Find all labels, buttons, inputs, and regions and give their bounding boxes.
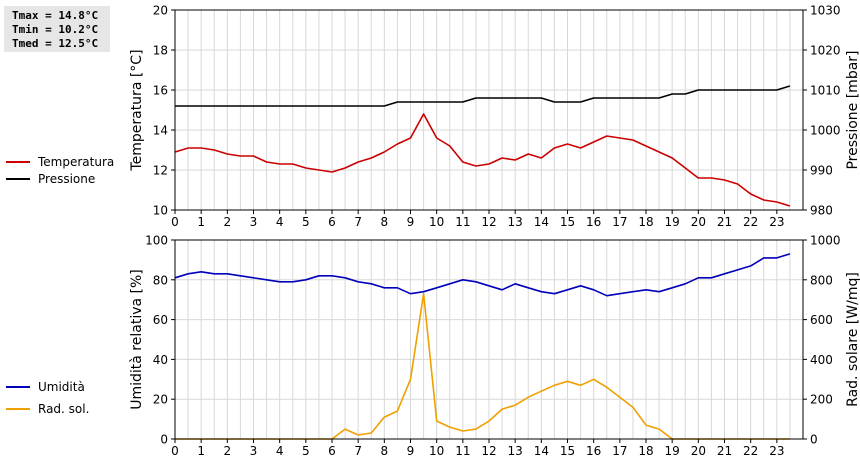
top-x-tick-label: 8 <box>381 215 389 229</box>
top-x-tick-label: 14 <box>534 215 549 229</box>
bottom-x-tick-label: 17 <box>612 444 627 458</box>
top-y-tick-label: 12 <box>153 164 168 178</box>
bottom-x-tick-label: 10 <box>429 444 444 458</box>
tmed-label: Tmed = 12.5°C <box>12 37 99 50</box>
top-y2-axis-label: Pressione [mbar] <box>845 50 860 169</box>
bottom-x-tick-label: 7 <box>354 444 362 458</box>
top-x-tick-label: 21 <box>717 215 732 229</box>
top-x-tick-label: 4 <box>276 215 284 229</box>
tmin-label: Tmin = 10.2°C <box>12 23 99 36</box>
bottom-y2-axis-label: Rad. solare [W/mq] <box>845 272 860 407</box>
bottom-y2-tick-label: 400 <box>810 353 833 367</box>
top-y-tick-label: 10 <box>153 204 168 218</box>
top-y2-tick-label: 1030 <box>810 4 841 18</box>
bottom-x-tick-label: 18 <box>638 444 653 458</box>
bottom-y-tick-label: 100 <box>145 234 168 248</box>
bottom-x-tick-label: 22 <box>743 444 758 458</box>
legend-swatch-pressione <box>6 178 30 180</box>
bottom-y-axis-label: Umidità relativa [%] <box>129 269 145 410</box>
bottom-x-tick-label: 14 <box>534 444 549 458</box>
bottom-x-tick-label: 5 <box>302 444 310 458</box>
bottom-y2-tick-label: 600 <box>810 313 833 327</box>
bottom-x-tick-label: 2 <box>224 444 232 458</box>
bottom-y2-tick-label: 0 <box>810 433 818 447</box>
bottom-x-tick-label: 20 <box>691 444 706 458</box>
legend-swatch-temperatura <box>6 161 30 163</box>
series-rad-sol <box>175 292 790 440</box>
top-y2-tick-label: 1000 <box>810 124 841 138</box>
top-x-tick-label: 20 <box>691 215 706 229</box>
top-x-tick-label: 2 <box>224 215 232 229</box>
legend-label-temperatura: Temperatura <box>38 155 115 169</box>
top-x-tick-label: 16 <box>586 215 601 229</box>
stats-box: Tmax = 14.8°C Tmin = 10.2°C Tmed = 12.5°… <box>4 6 110 52</box>
bottom-x-tick-label: 13 <box>508 444 523 458</box>
top-y-tick-label: 16 <box>153 84 168 98</box>
top-x-tick-label: 1 <box>197 215 205 229</box>
top-x-tick-label: 5 <box>302 215 310 229</box>
bottom-x-tick-label: 21 <box>717 444 732 458</box>
bottom-x-tick-label: 4 <box>276 444 284 458</box>
top-y2-tick-label: 1020 <box>810 44 841 58</box>
bottom-y2-tick-label: 1000 <box>810 234 841 248</box>
bottom-x-tick-label: 23 <box>769 444 784 458</box>
bottom-x-tick-label: 15 <box>560 444 575 458</box>
top-x-tick-label: 9 <box>407 215 415 229</box>
top-x-tick-label: 22 <box>743 215 758 229</box>
top-y2-tick-label: 990 <box>810 164 833 178</box>
bottom-y-tick-label: 80 <box>153 273 168 287</box>
top-y-tick-label: 18 <box>153 44 168 58</box>
top-x-tick-label: 0 <box>171 215 179 229</box>
bottom-y-tick-label: 20 <box>153 393 168 407</box>
bottom-x-tick-label: 6 <box>328 444 336 458</box>
legend-label-umidita: Umidità <box>38 380 85 394</box>
bottom-x-tick-label: 12 <box>481 444 496 458</box>
top-x-tick-label: 19 <box>665 215 680 229</box>
bottom-y-tick-label: 0 <box>160 433 168 447</box>
legend-swatch-umidita <box>6 386 30 388</box>
top-x-tick-label: 7 <box>354 215 362 229</box>
series-temperatura <box>174 113 791 207</box>
top-x-tick-label: 15 <box>560 215 575 229</box>
legend-swatch-radsol <box>6 408 30 410</box>
series-umidit <box>174 253 791 297</box>
top-x-tick-label: 23 <box>769 215 784 229</box>
top-x-tick-label: 6 <box>328 215 336 229</box>
bottom-y2-tick-label: 200 <box>810 393 833 407</box>
top-x-tick-label: 17 <box>612 215 627 229</box>
top-y2-tick-label: 980 <box>810 204 833 218</box>
top-y-tick-label: 20 <box>153 4 168 18</box>
top-y-axis-label: Temperatura [°C] <box>129 49 145 171</box>
bottom-x-tick-label: 11 <box>455 444 470 458</box>
legend-label-pressione: Pressione <box>38 172 96 186</box>
bottom-x-tick-label: 16 <box>586 444 601 458</box>
bottom-x-tick-label: 0 <box>171 444 179 458</box>
tmax-label: Tmax = 14.8°C <box>12 9 99 22</box>
bottom-x-tick-label: 1 <box>197 444 205 458</box>
top-x-tick-label: 13 <box>508 215 523 229</box>
bottom-x-tick-label: 9 <box>407 444 415 458</box>
top-x-tick-label: 12 <box>481 215 496 229</box>
bottom-y-tick-label: 60 <box>153 313 168 327</box>
top-y2-tick-label: 1010 <box>810 84 841 98</box>
bottom-x-tick-label: 19 <box>665 444 680 458</box>
top-x-tick-label: 18 <box>638 215 653 229</box>
bottom-y-tick-label: 40 <box>153 353 168 367</box>
top-x-tick-label: 11 <box>455 215 470 229</box>
top-x-tick-label: 3 <box>250 215 258 229</box>
bottom-x-tick-label: 8 <box>381 444 389 458</box>
legend-label-radsol: Rad. sol. <box>38 402 90 416</box>
top-x-tick-label: 10 <box>429 215 444 229</box>
top-y-tick-label: 14 <box>153 124 168 138</box>
bottom-y2-tick-label: 800 <box>810 273 833 287</box>
bottom-x-tick-label: 3 <box>250 444 258 458</box>
series-pressione <box>175 85 791 107</box>
